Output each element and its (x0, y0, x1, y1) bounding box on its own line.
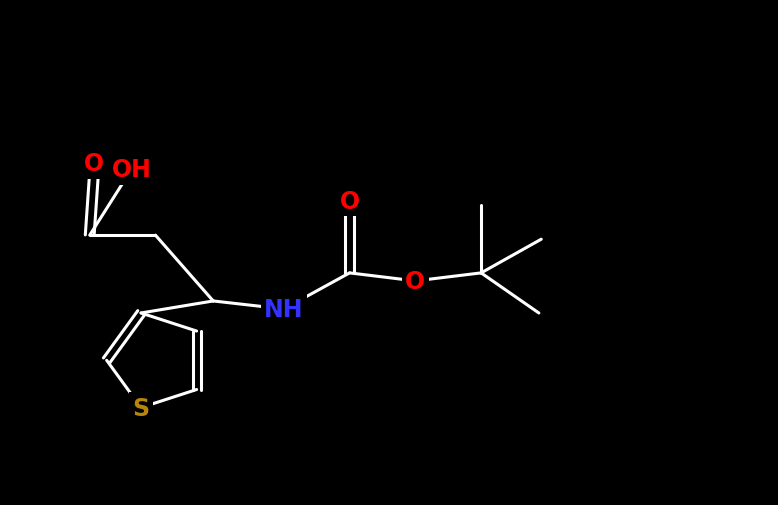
Text: O: O (84, 152, 103, 176)
Text: O: O (405, 269, 426, 293)
Text: O: O (339, 189, 359, 213)
Text: S: S (132, 396, 149, 420)
Text: NH: NH (264, 297, 303, 321)
Text: OH: OH (111, 158, 152, 182)
